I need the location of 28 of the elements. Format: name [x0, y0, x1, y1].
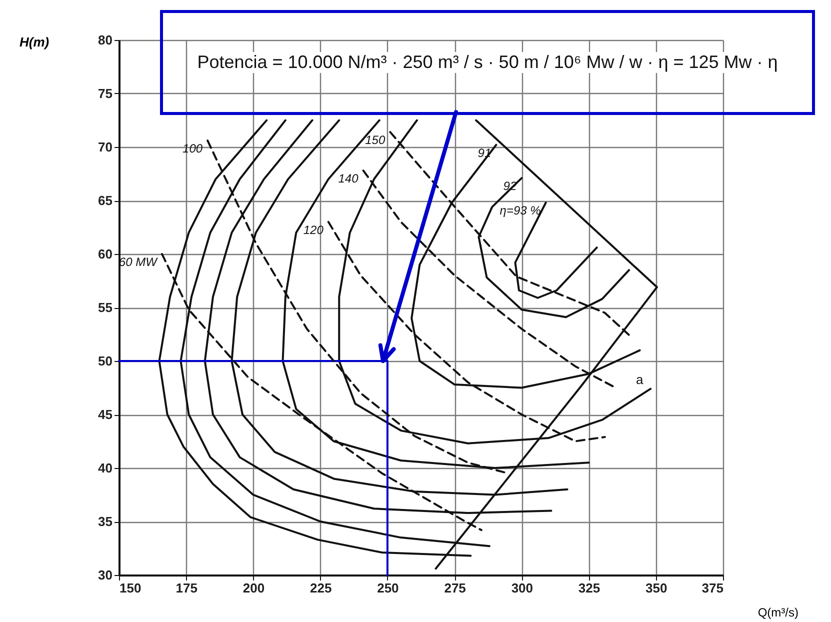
x-tick-label: 225 [310, 580, 332, 596]
y-tick-label: 70 [98, 140, 112, 154]
y-tick-label: 35 [98, 514, 112, 529]
x-tick-label: 350 [646, 580, 668, 596]
x-tick-label: 300 [511, 580, 534, 596]
x-tick-label: 325 [578, 580, 600, 596]
x-tick-label: 150 [120, 580, 142, 596]
x-tick-label: 200 [242, 580, 265, 596]
line-series [478, 177, 630, 318]
y-tick-label: 60 [98, 246, 112, 262]
x-tick-label: 250 [377, 580, 399, 596]
y-tick-label: 30 [98, 568, 112, 582]
y-tick-label: 55 [98, 300, 112, 315]
x-axis-title: Q(m³/s) [758, 606, 798, 620]
series-label: 150 [365, 133, 386, 148]
y-axis-title: H(m) [20, 34, 50, 50]
y-tick-label: 50 [98, 354, 112, 368]
annotation: Potencia = 10.000 N/m³ · 250 m³ / s · 50 m / 10⁶ Mw / w · η = 125 Mw · η [197, 52, 778, 73]
y-tick-label: 80 [98, 32, 112, 48]
x-tick-label: 175 [176, 580, 198, 596]
y-tick-label: 45 [98, 407, 112, 422]
series-label: 140 [338, 172, 359, 186]
x-tick-label: 375 [702, 580, 724, 596]
y-tick-label: 75 [98, 86, 112, 101]
annotation: a [636, 372, 644, 387]
y-tick-label: 40 [98, 460, 112, 476]
y-tick-label: 65 [98, 193, 112, 208]
x-tick-label: 275 [444, 580, 466, 596]
